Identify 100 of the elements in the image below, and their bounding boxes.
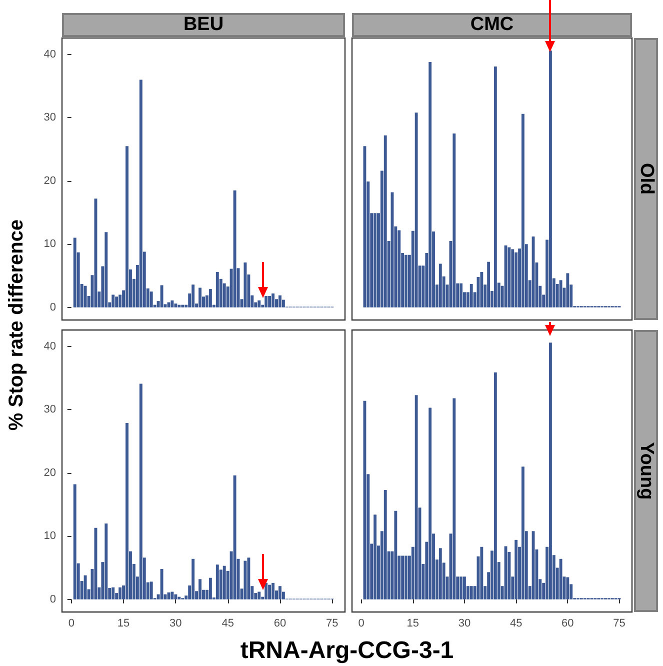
bar [174,304,178,308]
bar [508,247,511,308]
bar [511,249,514,308]
y-tick-label: 10 [44,530,56,542]
y-tick-label: 30 [44,404,56,416]
bar [160,285,164,308]
bar [139,384,142,600]
bar [463,576,466,600]
y-axis-title: % Stop rate difference [6,219,28,431]
bar [244,560,247,600]
text: Old [634,38,658,320]
bar [480,272,484,308]
bar [460,283,463,308]
bar [470,284,473,308]
bar [216,564,219,600]
bar [384,490,387,600]
bar [160,569,164,600]
bar [460,576,463,600]
bar [559,558,562,600]
bar [258,592,261,600]
y-tick-label: 30 [44,112,56,124]
x-tick-label: 75 [613,618,626,630]
bar [374,514,377,600]
x-tick-label: 45 [510,618,522,630]
y-tick-label: 20 [44,174,56,187]
bar [84,575,87,600]
y-tick-label: 40 [44,340,56,352]
bar [480,546,484,600]
bar [272,582,275,600]
bar [404,254,408,308]
bar [278,295,282,308]
bar [73,484,76,600]
bar [566,273,570,308]
bar [272,293,275,308]
bar [414,112,418,308]
bar [268,296,272,308]
bar [559,280,562,308]
bar [178,304,181,308]
bar [247,558,250,600]
bar [126,146,128,308]
bar [258,300,261,308]
bar [514,252,518,308]
bar [438,264,442,308]
bar [94,198,98,308]
bar [208,578,212,600]
bar [374,213,377,308]
bar [428,408,432,600]
bar [178,596,181,600]
bar [192,558,195,600]
bar [192,284,195,308]
bar [398,230,401,308]
x-tick-label: 75 [326,618,338,630]
y-tick-label: 0 [50,301,56,314]
bar [494,372,497,600]
bar [470,586,473,600]
y-tick-label: 40 [44,48,56,60]
bar [170,592,174,600]
bar [521,466,524,600]
bar [278,586,282,600]
bar [494,66,497,308]
bar [233,475,236,600]
bar [115,296,118,308]
bar [84,286,87,308]
bar [170,300,174,308]
bar [216,272,219,308]
bar [126,422,128,600]
x-tick-label: 15 [117,618,130,630]
bar [514,540,518,600]
y-tick-label: 10 [44,238,56,250]
x-tick-label: 60 [562,618,574,630]
bar [521,114,524,308]
bar [104,523,108,600]
bar [222,283,226,308]
text: Young [634,330,658,612]
x-tick-label: 45 [222,618,234,630]
bar [401,556,404,600]
y-tick-label: 20 [44,466,56,479]
bar [73,238,76,308]
bar [118,587,122,600]
bar [452,133,456,308]
x-tick-label: 15 [406,618,420,630]
x-tick-label: 0 [68,618,74,630]
bar [566,577,570,600]
bar [198,288,202,308]
bar [268,584,272,600]
bar [112,587,115,600]
x-tick-label: 0 [358,618,364,630]
bar [282,300,285,308]
bar [198,579,202,600]
x-tick-label: 60 [274,618,286,630]
bar [139,80,142,308]
chart-title: BEU [62,13,345,37]
bar [452,398,456,600]
x-axis-title: tRNA-Arg-CCG-3-1 [240,637,454,665]
bar [414,395,418,600]
bar [233,190,236,308]
chart-title: CMC [352,13,632,37]
bar [104,232,108,308]
bar [222,566,226,600]
x-tick-label: 30 [170,618,182,630]
